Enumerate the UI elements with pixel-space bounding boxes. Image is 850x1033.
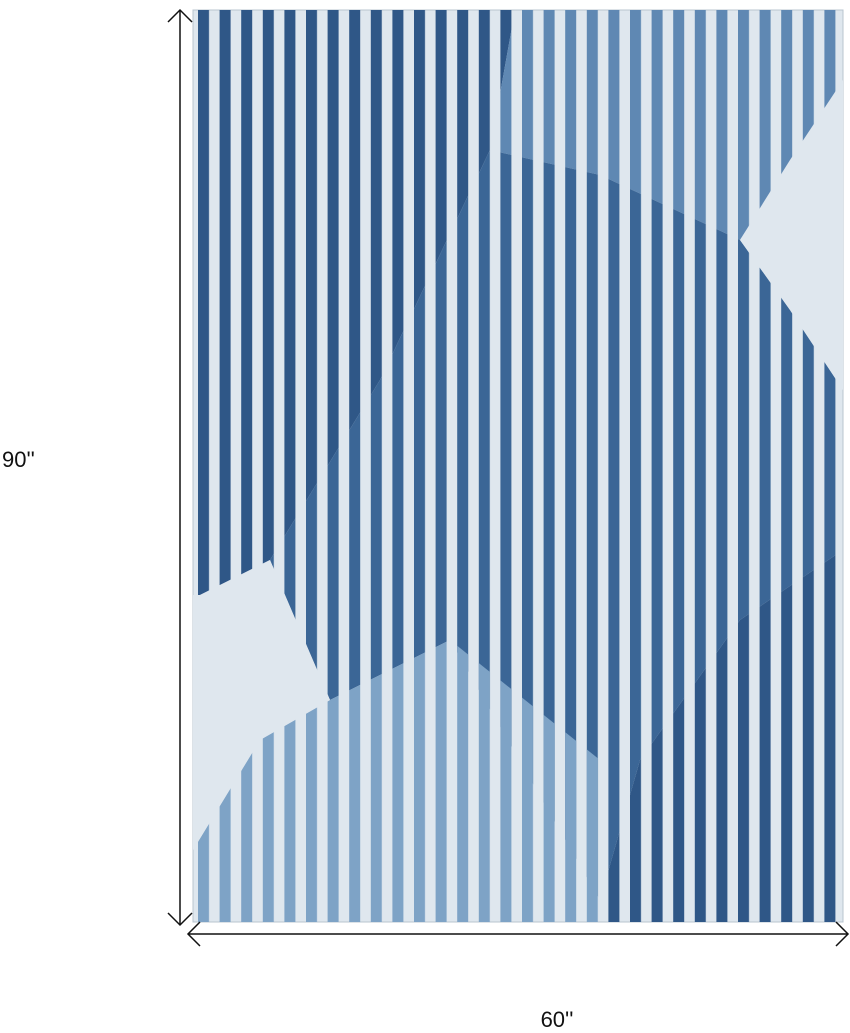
bottom-left-region: [193, 640, 600, 922]
rug: [192, 9, 844, 923]
left-light-gap: [193, 560, 330, 850]
width-dimension: [186, 921, 850, 947]
bottom-right-region: [600, 550, 843, 922]
height-arrow-head-top: [167, 8, 193, 23]
height-dimension: [167, 8, 193, 927]
height-arrow-head-bottom: [167, 912, 193, 927]
height-label: 90'': [2, 447, 35, 472]
dark-region: [193, 10, 515, 595]
width-arrow-head-left: [186, 921, 201, 947]
middle-band: [270, 150, 843, 900]
top-right-region: [490, 10, 843, 240]
width-label: 60'': [541, 1007, 574, 1032]
right-light-gap: [740, 80, 843, 390]
width-arrow-head-right: [835, 921, 850, 947]
